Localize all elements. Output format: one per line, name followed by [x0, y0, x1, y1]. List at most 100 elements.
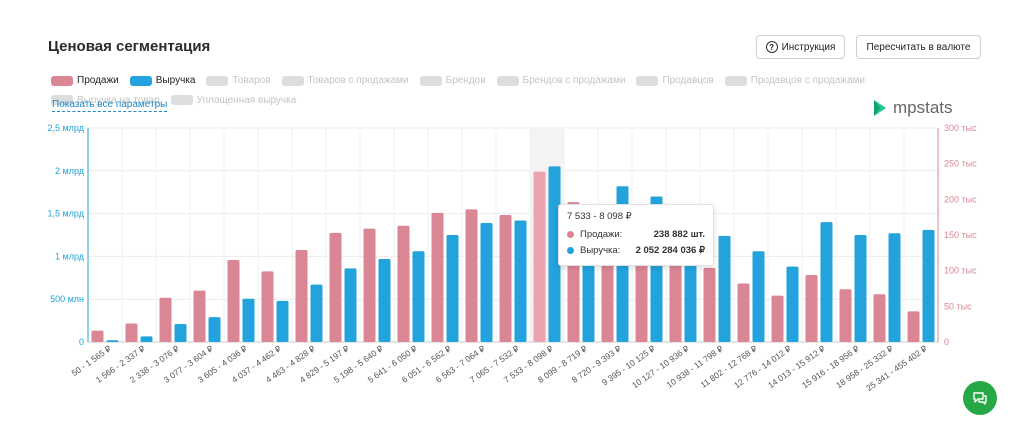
tooltip-sales-label: Продажи: [580, 228, 623, 240]
chat-button[interactable] [963, 381, 997, 415]
chat-icon [973, 392, 987, 405]
legend-label: Продавцов с продажами [750, 75, 866, 86]
instruction-label: Инструкция [781, 41, 836, 53]
sales-bar [431, 212, 444, 342]
legend-swatch [51, 95, 73, 105]
chart-legend: Продажи Выручка Товаров Товаров с продажами… [51, 72, 961, 111]
sales-bar [771, 295, 784, 342]
legend-item-5[interactable]: Брендов с продажами [496, 72, 626, 89]
sales-bar [805, 274, 818, 342]
x-tick-label: 11 802 - 12 768 ₽ [699, 343, 760, 390]
y-left-tick-label: 2,5 млрд [47, 123, 84, 133]
mpstats-logo-icon [874, 100, 886, 116]
legend-swatch [724, 75, 747, 86]
y-left-tick-label: 2 млрд [55, 166, 85, 176]
legend-item-6[interactable]: Продавцов [636, 72, 714, 89]
legend-item-2[interactable]: Товаров [206, 72, 271, 89]
legend-item-4[interactable]: Брендов [419, 72, 486, 89]
revenue-bar [548, 166, 561, 342]
legend-swatch [281, 75, 304, 86]
legend-swatch [636, 75, 659, 86]
sales-bar [329, 232, 342, 342]
chart-tooltip: 7 533 - 8 098 ₽ Продажи: 238 882 шт. Выр… [558, 204, 714, 266]
x-tick-label: 12 776 - 14 012 ₽ [732, 343, 793, 390]
recalc-currency-button[interactable]: Пересчитать в валюте [856, 35, 981, 59]
revenue-bar [786, 266, 799, 342]
sales-bar [737, 283, 750, 342]
legend-label: Продавцов [662, 75, 714, 86]
revenue-bar [174, 324, 187, 342]
revenue-bar [514, 220, 527, 342]
revenue-bar [412, 251, 425, 342]
x-tick-label: 18 958 - 25 332 ₽ [834, 343, 895, 390]
sales-bar [193, 290, 206, 342]
legend-swatch [206, 75, 229, 86]
tooltip-revenue-value: 2 052 284 036 ₽ [635, 244, 705, 256]
legend-swatch [129, 75, 152, 86]
legend-label: Брендов с продажами [522, 75, 626, 86]
page-title: Ценовая сегментация [48, 38, 211, 55]
y-left-tick-label: 500 млн [50, 294, 84, 304]
tooltip-row-sales: Продажи: 238 882 шт. [567, 226, 705, 242]
y-right-tick-label: 200 тыс [944, 194, 977, 204]
legend-item-7[interactable]: Продавцов с продажами [724, 72, 866, 89]
legend-label: Выручка на товар [77, 94, 160, 106]
tooltip-revenue-dot [567, 246, 574, 254]
sales-bar [499, 215, 512, 342]
legend-label: Товаров [232, 75, 271, 86]
sales-bar [839, 289, 852, 342]
y-left-tick-label: 1 млрд [55, 251, 85, 261]
tooltip-row-revenue: Выручка: 2 052 284 036 ₽ [567, 242, 705, 258]
sales-bar [295, 249, 308, 342]
revenue-bar [242, 298, 255, 342]
legend-label: Продажи [77, 75, 119, 86]
logo-text: mpstats [893, 98, 953, 117]
tooltip-title: 7 533 - 8 098 ₽ [567, 211, 632, 222]
x-tick-label: 14 013 - 15 912 ₽ [766, 343, 827, 390]
legend-item-8[interactable]: Выручка на товар [51, 92, 160, 109]
sales-bar [873, 294, 886, 342]
revenue-bar [718, 235, 731, 342]
legend-label: Товаров с продажами [307, 75, 409, 86]
sales-bar [261, 271, 274, 342]
revenue-bar [208, 317, 221, 342]
sales-bar [125, 323, 138, 342]
y-right-tick-label: 300 тыс [944, 123, 977, 133]
y-right-tick-label: 250 тыс [944, 159, 977, 169]
legend-item-9[interactable]: Уплощенная выручка [170, 92, 297, 109]
sales-bar [703, 267, 716, 342]
y-right-tick-label: 100 тыс [944, 266, 977, 276]
sales-bar [363, 228, 376, 342]
revenue-bar [854, 235, 867, 342]
revenue-bar [106, 340, 119, 342]
y-right-tick-label: 150 тыс [944, 230, 977, 240]
instruction-button[interactable]: ? Инструкция [756, 35, 845, 59]
question-icon: ? [765, 41, 778, 53]
legend-label: Уплощенная выручка [196, 94, 297, 106]
legend-swatch [51, 75, 73, 86]
legend-item-3[interactable]: Товаров с продажами [281, 72, 409, 89]
show-all-params-link[interactable]: Показать все параметры [52, 99, 168, 112]
tooltip-sales-value: 238 882 шт. [653, 228, 705, 240]
sales-bar [465, 209, 478, 342]
revenue-bar [378, 258, 391, 342]
legend-item-1[interactable]: Выручка [129, 72, 195, 89]
legend-item-0[interactable]: Продажи [51, 72, 119, 89]
revenue-bar [480, 223, 493, 342]
x-tick-label: 10 127 - 10 936 ₽ [630, 343, 691, 390]
x-tick-label: 25 341 - 455 402 ₽ [864, 343, 929, 393]
revenue-bar [344, 268, 357, 342]
legend-swatch [496, 75, 519, 86]
tooltip-sales-dot [567, 230, 574, 238]
sales-bar [533, 171, 546, 342]
sales-bar [159, 297, 172, 342]
revenue-bar [820, 222, 833, 342]
revenue-bar [446, 235, 459, 342]
sales-bar [397, 225, 410, 342]
sales-bar [907, 311, 920, 342]
revenue-bar [276, 300, 289, 342]
legend-swatch [419, 75, 442, 86]
sales-bar [91, 330, 104, 342]
revenue-bar [922, 229, 935, 342]
